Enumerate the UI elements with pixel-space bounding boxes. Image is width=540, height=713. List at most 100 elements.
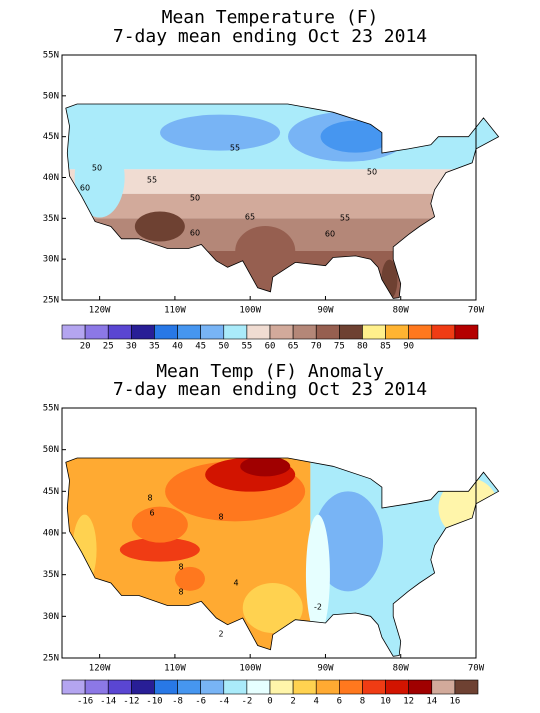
colorbar-label: 45 — [195, 342, 206, 352]
lat-label: 30N — [43, 612, 59, 622]
contour-label: 8 — [218, 513, 223, 522]
colorbar-box — [61, 679, 86, 695]
contour-label: 4 — [233, 579, 238, 588]
colorbar-label: -8 — [172, 697, 183, 707]
colorbar-box — [385, 324, 409, 340]
colorbar-box — [408, 324, 433, 340]
contour-label: 8 — [178, 588, 183, 597]
colorbar-label: 90 — [403, 342, 414, 352]
colorbar-box — [292, 324, 317, 340]
lat-label: 50N — [43, 91, 59, 101]
lon-label: 120W — [89, 306, 111, 316]
colorbar-box — [223, 679, 248, 695]
temperature-region — [119, 537, 200, 562]
lon-label: 80W — [393, 664, 410, 674]
colorbar-box — [408, 679, 433, 695]
temperature-region — [438, 478, 499, 538]
colorbar-box — [107, 679, 132, 695]
colorbar-label: -10 — [146, 697, 162, 707]
colorbar-box — [385, 679, 409, 695]
contour-label: 2 — [218, 630, 223, 639]
lon-label: 90W — [317, 306, 334, 316]
colorbar-box — [61, 324, 86, 340]
colorbar-box — [431, 324, 456, 340]
colorbar-box — [84, 679, 109, 695]
lat-label: 25N — [43, 654, 59, 664]
colorbar-box — [339, 324, 363, 340]
colorbar-label: 6 — [337, 697, 342, 707]
contour-label: 8 — [178, 563, 183, 572]
colorbar-label: -12 — [123, 697, 139, 707]
colorbar-box — [131, 679, 155, 695]
temperature-region — [131, 506, 188, 543]
temperature-region — [160, 114, 281, 151]
contour-label: 50 — [190, 194, 200, 203]
temperature-region — [65, 193, 499, 219]
colorbar-label: 10 — [380, 697, 391, 707]
contour-label: 65 — [245, 213, 255, 222]
lat-label: 45N — [43, 132, 59, 142]
colorbar-label: 35 — [149, 342, 160, 352]
colorbar-label: 40 — [172, 342, 183, 352]
lat-label: 40N — [43, 173, 59, 183]
temperature-region — [313, 491, 384, 592]
colorbar-label: -6 — [195, 697, 206, 707]
lat-label: 35N — [43, 570, 59, 580]
colorbar-box — [431, 679, 456, 695]
colorbar-label: 0 — [267, 697, 272, 707]
colorbar-box — [362, 679, 386, 695]
colorbar-label: 4 — [314, 697, 319, 707]
lon-label: 90W — [317, 664, 334, 674]
contour-label: 55 — [340, 214, 350, 223]
colorbar-box — [177, 324, 201, 340]
contour-label: 55 — [147, 176, 157, 185]
temperature-region — [74, 137, 125, 218]
colorbar-box — [269, 679, 294, 695]
temperature-region — [65, 104, 499, 170]
colorbar-label: 85 — [380, 342, 391, 352]
colorbar-box — [454, 324, 479, 340]
colorbar-label: 50 — [218, 342, 229, 352]
colorbar-label: 16 — [449, 697, 460, 707]
lon-label: 80W — [393, 306, 410, 316]
colorbar-box — [154, 679, 178, 695]
lat-label: 50N — [43, 445, 59, 455]
contour-label: 60 — [325, 230, 335, 239]
colorbar-label: 25 — [103, 342, 114, 352]
temperature-region — [242, 583, 303, 633]
colorbar-box — [131, 324, 155, 340]
colorbar-box — [200, 324, 225, 340]
panel-subtitle: 7-day mean ending Oct 23 2014 — [113, 379, 427, 400]
lon-label: 70W — [468, 664, 485, 674]
temperature-region — [320, 120, 391, 153]
colorbar-box — [315, 679, 340, 695]
map-fill — [65, 458, 499, 657]
map-panel: Mean Temperature (F)7-day mean ending Oc… — [43, 7, 500, 352]
colorbar-label: 70 — [311, 342, 322, 352]
colorbar-label: 2 — [290, 697, 295, 707]
lat-label: 40N — [43, 529, 59, 539]
colorbar-label: -16 — [77, 697, 93, 707]
contour-label: -2 — [314, 603, 322, 612]
us-outline — [65, 103, 500, 299]
lat-label: 30N — [43, 255, 59, 265]
colorbar-label: 75 — [334, 342, 345, 352]
lat-label: 55N — [43, 51, 59, 61]
lon-label: 100W — [239, 306, 261, 316]
us-outline — [65, 457, 500, 657]
lat-label: 25N — [43, 296, 59, 306]
colorbar-box — [107, 324, 132, 340]
lon-label: 110W — [164, 664, 186, 674]
lat-label: 55N — [43, 404, 59, 414]
colorbar-box — [246, 679, 271, 695]
colorbar-label: 30 — [126, 342, 137, 352]
colorbar-label: 80 — [357, 342, 368, 352]
lat-label: 35N — [43, 214, 59, 224]
lon-label: 110W — [164, 306, 186, 316]
colorbar-label: -2 — [241, 697, 252, 707]
contour-label: 50 — [92, 164, 102, 173]
colorbar-label: 65 — [288, 342, 299, 352]
temperature-region — [174, 566, 205, 591]
